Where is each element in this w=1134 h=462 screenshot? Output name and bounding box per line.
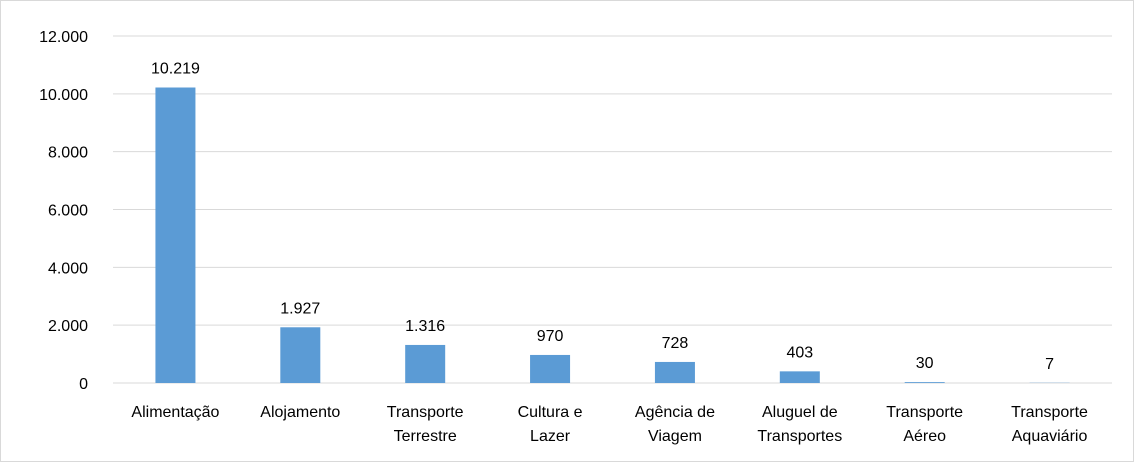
bar [280, 327, 321, 383]
data-label: 10.219 [151, 61, 200, 78]
bar [405, 344, 446, 383]
x-tick-label: Transporte Terrestre [387, 404, 464, 445]
x-tick-label: Transporte Aéreo [886, 404, 963, 445]
data-label: 30 [916, 355, 934, 372]
bar [530, 354, 571, 383]
data-label: 970 [537, 328, 564, 345]
y-tick-label: 12.000 [39, 29, 88, 46]
data-label: 7 [1045, 356, 1054, 373]
y-tick-label: 8.000 [48, 145, 88, 162]
y-tick-label: 4.000 [48, 260, 88, 277]
bar [904, 382, 945, 383]
y-tick-label: 6.000 [48, 203, 88, 220]
x-tick-label: Transporte Aquaviário [1011, 404, 1088, 445]
data-label: 728 [662, 335, 689, 352]
y-tick-label: 10.000 [39, 87, 88, 104]
x-tick-label: Alimentação [131, 404, 219, 421]
bar [654, 361, 695, 383]
y-tick-label: 2.000 [48, 318, 88, 335]
bar [155, 87, 196, 383]
x-tick-label: Aluguel de Transportes [757, 404, 842, 445]
y-tick-label: 0 [79, 376, 88, 393]
x-tick-label: Cultura e Lazer [518, 404, 583, 445]
x-tick-label: Agência de Viagem [635, 404, 715, 445]
data-label: 1.927 [280, 300, 320, 317]
x-tick-label: Alojamento [260, 404, 340, 421]
bar [779, 371, 820, 383]
data-label: 1.316 [405, 318, 445, 335]
data-label: 403 [786, 344, 813, 361]
